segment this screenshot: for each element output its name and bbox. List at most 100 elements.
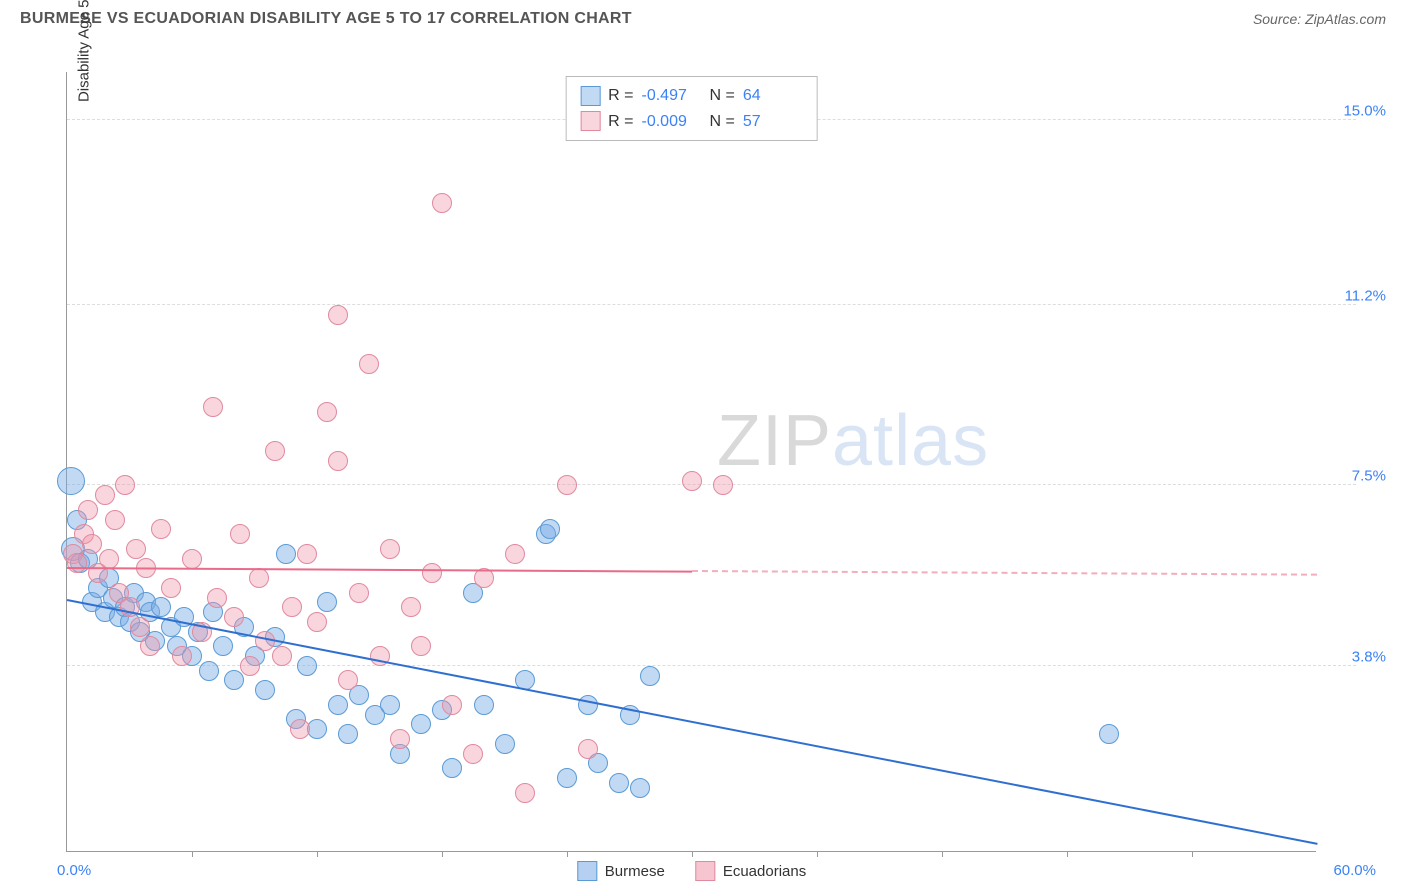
legend-item: Burmese — [577, 861, 665, 881]
correlation-row: R = -0.009 N = 57 — [580, 109, 803, 135]
data-point — [130, 617, 150, 637]
data-point — [682, 471, 702, 491]
data-point — [172, 646, 192, 666]
data-point — [297, 656, 317, 676]
data-point — [207, 588, 227, 608]
data-point — [99, 549, 119, 569]
data-point — [67, 553, 87, 573]
legend-item: Ecuadorians — [695, 861, 806, 881]
data-point — [578, 695, 598, 715]
r-label: R = — [608, 83, 633, 109]
data-point — [272, 646, 292, 666]
data-point — [630, 778, 650, 798]
data-point — [265, 441, 285, 461]
data-point — [307, 612, 327, 632]
data-point — [578, 739, 598, 759]
legend-swatch — [580, 86, 600, 106]
legend-swatch — [695, 861, 715, 881]
data-point — [359, 354, 379, 374]
data-point — [515, 783, 535, 803]
data-point — [463, 744, 483, 764]
data-point — [338, 670, 358, 690]
data-point — [380, 539, 400, 559]
data-point — [240, 656, 260, 676]
data-point — [255, 631, 275, 651]
trend-line — [67, 599, 1317, 845]
data-point — [126, 539, 146, 559]
data-point — [328, 305, 348, 325]
data-point — [328, 451, 348, 471]
data-point — [609, 773, 629, 793]
x-tick — [942, 851, 943, 857]
data-point — [540, 519, 560, 539]
gridline — [67, 484, 1356, 485]
data-point — [432, 193, 452, 213]
data-point — [151, 519, 171, 539]
data-point — [317, 592, 337, 612]
x-tick — [192, 851, 193, 857]
data-point — [442, 695, 462, 715]
data-point — [297, 544, 317, 564]
x-tick — [567, 851, 568, 857]
x-tick — [442, 851, 443, 857]
data-point — [57, 467, 85, 495]
data-point — [182, 549, 202, 569]
data-point — [380, 695, 400, 715]
data-point — [349, 583, 369, 603]
data-point — [640, 666, 660, 686]
data-point — [140, 636, 160, 656]
plot-area: 3.8%7.5%11.2%15.0%0.0%60.0%ZIPatlasR =-0… — [66, 72, 1316, 852]
trend-line-extrapolated — [692, 570, 1317, 576]
gridline — [67, 304, 1356, 305]
data-point — [1099, 724, 1119, 744]
r-value: -0.497 — [642, 83, 702, 109]
data-point — [224, 670, 244, 690]
data-point — [411, 636, 431, 656]
y-tick-label: 3.8% — [1352, 648, 1386, 665]
data-point — [338, 724, 358, 744]
data-point — [713, 475, 733, 495]
x-tick — [1067, 851, 1068, 857]
data-point — [390, 729, 410, 749]
legend-label: Ecuadorians — [723, 863, 806, 880]
x-tick — [1192, 851, 1193, 857]
series-legend: Burmese Ecuadorians — [577, 861, 806, 881]
r-value: -0.009 — [642, 109, 702, 135]
data-point — [213, 636, 233, 656]
n-label: N = — [710, 83, 735, 109]
data-point — [78, 500, 98, 520]
data-point — [249, 568, 269, 588]
n-value: 57 — [743, 109, 803, 135]
data-point — [255, 680, 275, 700]
data-point — [442, 758, 462, 778]
data-point — [95, 485, 115, 505]
legend-label: Burmese — [605, 863, 665, 880]
trend-line — [67, 567, 692, 573]
data-point — [317, 402, 337, 422]
watermark: ZIPatlas — [717, 400, 989, 482]
data-point — [151, 597, 171, 617]
data-point — [401, 597, 421, 617]
n-label: N = — [710, 109, 735, 135]
data-point — [230, 524, 250, 544]
r-label: R = — [608, 109, 633, 135]
gridline — [67, 665, 1356, 666]
data-point — [161, 578, 181, 598]
y-tick-label: 7.5% — [1352, 468, 1386, 485]
legend-swatch — [580, 111, 600, 131]
data-point — [224, 607, 244, 627]
x-tick — [317, 851, 318, 857]
data-point — [105, 510, 125, 530]
data-point — [328, 695, 348, 715]
y-tick-label: 15.0% — [1343, 102, 1386, 119]
correlation-row: R = -0.497 N = 64 — [580, 83, 803, 109]
data-point — [422, 563, 442, 583]
data-point — [505, 544, 525, 564]
x-axis-min-label: 0.0% — [57, 862, 91, 879]
data-point — [82, 534, 102, 554]
x-tick — [817, 851, 818, 857]
data-point — [276, 544, 296, 564]
n-value: 64 — [743, 83, 803, 109]
data-point — [557, 768, 577, 788]
data-point — [282, 597, 302, 617]
